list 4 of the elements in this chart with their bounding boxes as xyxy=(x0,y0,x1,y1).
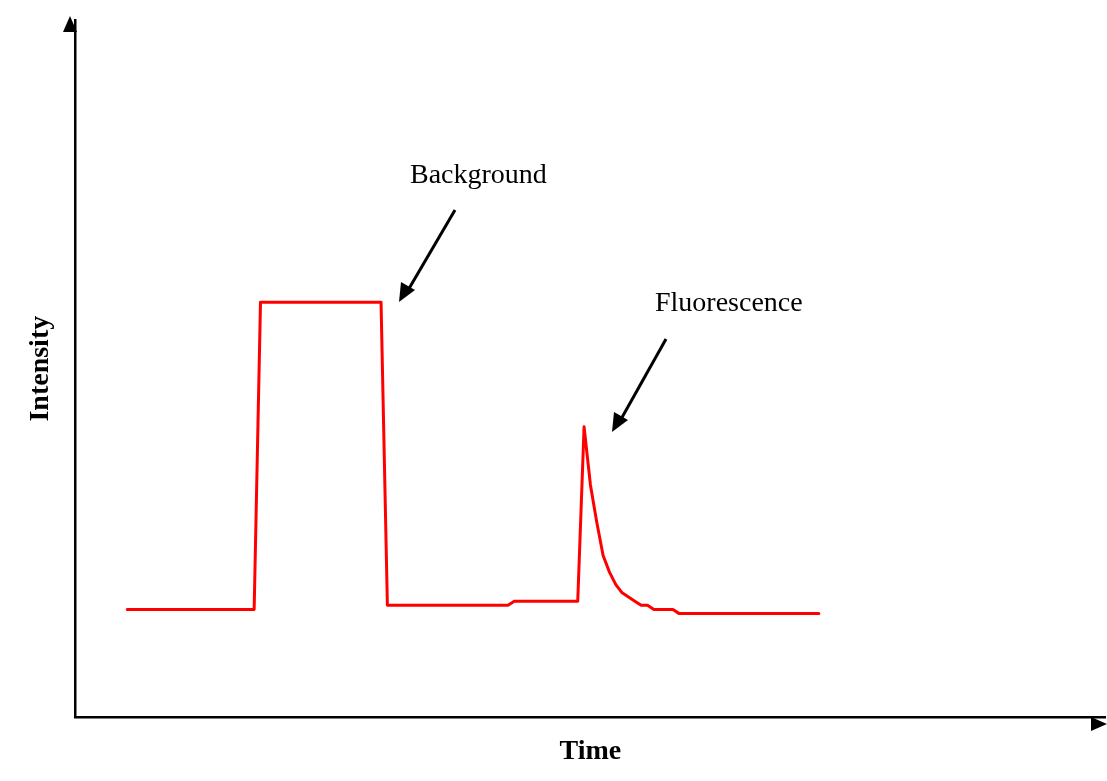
y-axis-title: Intensity xyxy=(23,315,55,422)
text: Background xyxy=(410,158,547,190)
x-axis-title: Time xyxy=(559,734,622,766)
annotation: Fluorescence xyxy=(655,286,803,318)
